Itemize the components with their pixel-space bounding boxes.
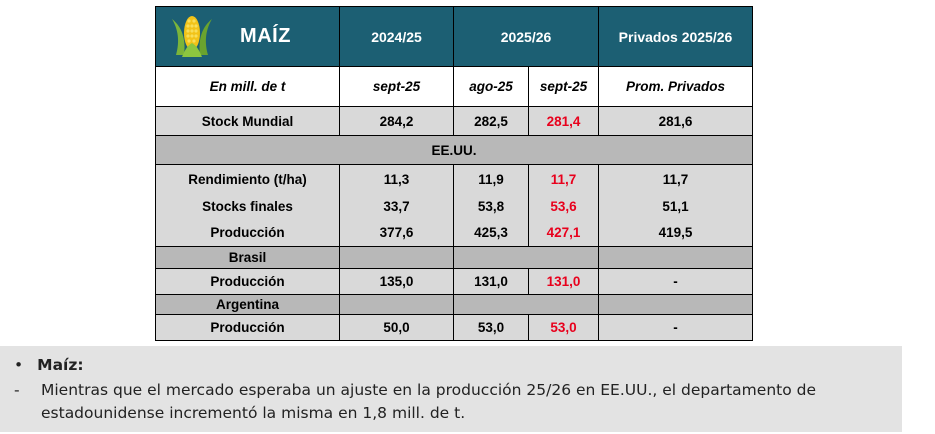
section-filler [339, 294, 454, 315]
subheader-cell: ago-25 [453, 66, 529, 107]
table-cell-highlight: 53,0 [528, 314, 599, 341]
table-cell: 11,3 [339, 164, 454, 194]
table-title: MAÍZ [240, 25, 291, 47]
row-label: Producción [155, 219, 340, 247]
maiz-table: MAÍZ 2024/25 2025/26 Privados 2025/26 En… [155, 6, 753, 341]
table-cell: 51,1 [598, 193, 753, 220]
table-row: Stock Mundial 284,2 282,5 281,4 281,6 [155, 106, 753, 136]
bullet-icon: • [14, 356, 24, 374]
table-cell-highlight: 53,6 [528, 193, 599, 220]
unit-label: En mill. de t [155, 66, 340, 107]
table-cell: 282,5 [453, 106, 529, 136]
corn-icon [172, 16, 212, 57]
row-label: Rendimiento (t/ha) [155, 164, 340, 194]
table-cell: - [598, 268, 753, 295]
section-row: Argentina [155, 294, 753, 315]
section-label: Brasil [155, 246, 340, 269]
section-label: EE.UU. [155, 135, 753, 165]
table-row: Producción 377,6 425,3 427,1 419,5 [155, 219, 753, 247]
note-item: - Mientras que el mercado esperaba un aj… [14, 379, 894, 425]
col-group-2024-25: 2024/25 [339, 6, 454, 67]
table-cell: 53,8 [453, 193, 529, 220]
table-cell: 281,6 [598, 106, 753, 136]
dash-icon: - [14, 381, 20, 399]
col-group-privados: Privados 2025/26 [598, 6, 753, 67]
note-text: Mientras que el mercado esperaba un ajus… [41, 381, 816, 422]
table-row: Stocks finales 33,7 53,8 53,6 51,1 [155, 193, 753, 220]
bullet-title: Maíz: [37, 356, 84, 374]
col-group-2025-26: 2025/26 [453, 6, 599, 67]
row-label: Stock Mundial [155, 106, 340, 136]
row-label: Producción [155, 268, 340, 295]
table-cell: 425,3 [453, 219, 529, 247]
table-cell: 135,0 [339, 268, 454, 295]
subheader-cell: sept-25 [528, 66, 599, 107]
table-cell: 284,2 [339, 106, 454, 136]
table-cell-highlight: 131,0 [528, 268, 599, 295]
section-filler [453, 246, 599, 269]
table-cell-highlight: 281,4 [528, 106, 599, 136]
row-label: Stocks finales [155, 193, 340, 220]
subheader-cell: Prom. Privados [598, 66, 753, 107]
section-row: EE.UU. [155, 135, 753, 165]
table-cell: 377,6 [339, 219, 454, 247]
bullet-item: • Maíz: [14, 356, 84, 374]
subheader-row: En mill. de t sept-25 ago-25 sept-25 Pro… [155, 66, 753, 107]
table-cell: 50,0 [339, 314, 454, 341]
table-cell-highlight: 427,1 [528, 219, 599, 247]
table-cell: 33,7 [339, 193, 454, 220]
table-cell-highlight: 11,7 [528, 164, 599, 194]
table-row: Producción 50,0 53,0 53,0 - [155, 314, 753, 341]
section-filler [339, 246, 454, 269]
section-filler [453, 294, 599, 315]
row-label: Producción [155, 314, 340, 341]
table-cell: 11,9 [453, 164, 529, 194]
notes-box: • Maíz: - Mientras que el mercado esperab… [0, 346, 902, 432]
section-row: Brasil [155, 246, 753, 269]
table-cell: - [598, 314, 753, 341]
table-cell: 53,0 [453, 314, 529, 341]
title-cell: MAÍZ [155, 6, 340, 67]
section-filler [598, 294, 753, 315]
subheader-cell: sept-25 [339, 66, 454, 107]
table-cell: 419,5 [598, 219, 753, 247]
header-row: MAÍZ 2024/25 2025/26 Privados 2025/26 [155, 6, 753, 67]
section-label: Argentina [155, 294, 340, 315]
table-cell: 11,7 [598, 164, 753, 194]
table-cell: 131,0 [453, 268, 529, 295]
section-filler [598, 246, 753, 269]
table-row: Rendimiento (t/ha) 11,3 11,9 11,7 11,7 [155, 164, 753, 194]
table-row: Producción 135,0 131,0 131,0 - [155, 268, 753, 295]
